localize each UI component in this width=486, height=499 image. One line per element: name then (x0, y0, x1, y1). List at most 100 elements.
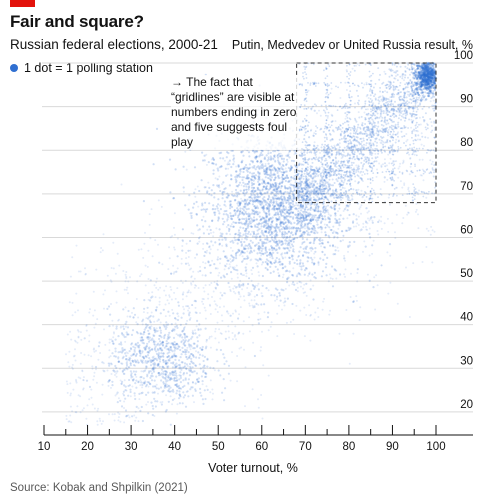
polling-station-dot (129, 276, 131, 279)
polling-station-dot (255, 302, 258, 305)
polling-station-dot (398, 165, 401, 168)
polling-station-dot (249, 245, 252, 248)
polling-station-dot (205, 242, 208, 244)
polling-station-dot (241, 176, 244, 179)
polling-station-dot (312, 172, 315, 175)
polling-station-dot (313, 262, 316, 265)
polling-station-dot (248, 155, 251, 158)
polling-station-dot (213, 211, 216, 214)
polling-station-dot (76, 329, 79, 332)
polling-station-dot (237, 204, 240, 207)
polling-station-dot (165, 370, 168, 373)
polling-station-dot (150, 208, 153, 211)
polling-station-dot (265, 214, 268, 217)
polling-station-dot (300, 209, 303, 212)
polling-station-dot (178, 402, 181, 405)
polling-station-dot (284, 209, 286, 212)
polling-station-dot (242, 176, 245, 179)
polling-station-dot (255, 237, 258, 240)
polling-station-dot (266, 167, 269, 170)
polling-station-dot (157, 243, 159, 246)
polling-station-dot (306, 197, 309, 200)
polling-station-dot (259, 153, 262, 156)
polling-station-dot (329, 214, 332, 217)
polling-station-dot (313, 238, 316, 241)
polling-station-dot (230, 174, 233, 177)
polling-station-dot (224, 238, 227, 241)
polling-station-dot (115, 301, 118, 304)
polling-station-dot (272, 197, 275, 200)
polling-station-dot (257, 196, 260, 199)
polling-station-dot (281, 276, 284, 279)
polling-station-dot (99, 419, 102, 422)
polling-station-dot (141, 323, 144, 326)
polling-station-dot (315, 156, 318, 159)
polling-station-dot (335, 277, 338, 280)
polling-station-dot (308, 157, 311, 160)
y-axis-title: Putin, Medvedev or United Russia result,… (231, 38, 473, 52)
polling-station-dot (323, 297, 326, 300)
polling-station-dot (293, 186, 296, 189)
polling-station-dot (152, 355, 155, 358)
polling-station-dot (198, 363, 201, 366)
polling-station-dot (274, 287, 277, 290)
polling-station-dot (349, 139, 351, 142)
polling-station-dot (282, 242, 285, 245)
polling-station-dot (261, 295, 264, 298)
polling-station-dot (278, 241, 281, 244)
polling-station-dot (125, 367, 128, 370)
polling-station-dot (226, 192, 229, 195)
polling-station-dot (286, 187, 289, 190)
polling-station-dot (262, 364, 265, 367)
polling-station-dot (209, 379, 212, 382)
polling-station-dot (338, 332, 341, 335)
polling-station-dot (300, 187, 303, 190)
polling-station-dot (275, 192, 278, 195)
polling-station-dot (237, 298, 240, 301)
polling-station-dot (300, 216, 303, 219)
polling-station-dot (108, 379, 111, 382)
polling-station-dot (257, 180, 260, 183)
polling-station-dot (272, 150, 275, 153)
polling-station-dot (133, 414, 136, 417)
polling-station-dot (75, 411, 78, 414)
polling-station-dot (288, 206, 291, 209)
polling-station-dot (234, 170, 238, 173)
polling-station-dot (261, 242, 264, 245)
polling-station-dot (205, 385, 208, 388)
polling-station-dot (287, 201, 290, 204)
polling-station-dot (254, 206, 258, 210)
polling-station-dot (320, 228, 323, 231)
polling-station-dot (251, 212, 254, 215)
polling-station-dot (245, 185, 248, 188)
polling-station-dot (270, 156, 273, 159)
polling-station-dot (335, 174, 338, 177)
polling-station-dot (253, 210, 256, 213)
polling-station-dot (286, 199, 289, 202)
polling-station-dot (347, 161, 350, 164)
polling-station-dot (318, 216, 321, 219)
polling-station-dot (359, 306, 362, 309)
polling-station-dot (262, 170, 266, 173)
polling-station-dot (335, 194, 338, 197)
polling-station-dot (265, 169, 268, 172)
polling-station-dot (235, 165, 238, 168)
polling-station-dot (244, 206, 247, 209)
polling-station-dot (124, 306, 127, 309)
polling-station-dot (271, 208, 274, 211)
polling-station-dot (106, 307, 109, 310)
polling-station-dot (291, 233, 294, 236)
polling-station-dot (258, 178, 261, 181)
polling-station-dot (305, 119, 308, 122)
polling-station-dot (244, 228, 248, 231)
polling-station-dot (278, 167, 281, 170)
polling-station-dot (307, 158, 310, 161)
polling-station-dot (269, 185, 272, 188)
polling-station-dot (155, 383, 158, 386)
polling-station-dot (236, 251, 239, 254)
polling-station-dot (300, 187, 304, 190)
polling-station-dot (189, 239, 192, 243)
polling-station-dot (249, 196, 252, 199)
polling-station-dot (242, 282, 245, 286)
polling-station-dot (234, 221, 237, 224)
